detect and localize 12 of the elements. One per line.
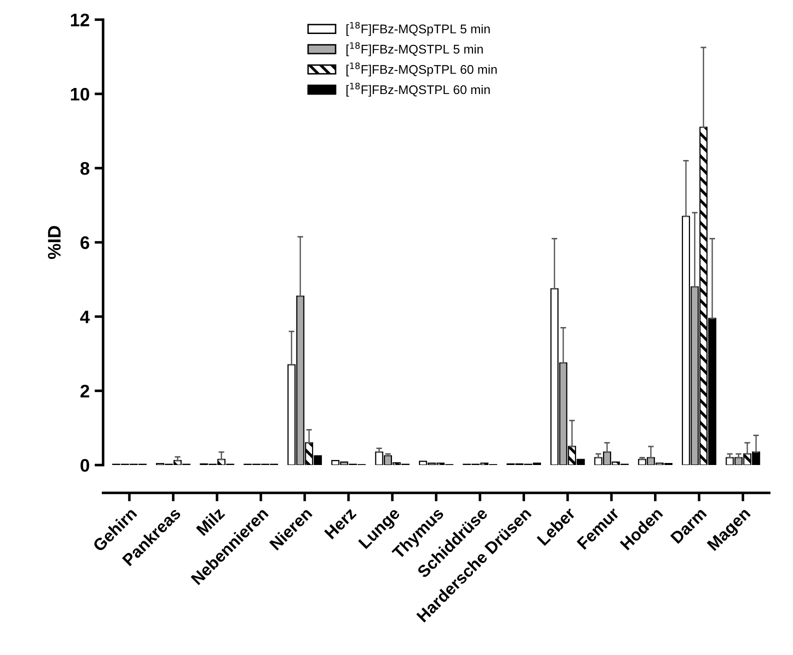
y-tick-label: 12 (70, 14, 90, 26)
legend-label: [$^{18}$F]FBz-MQSpTPL 60 min (346, 62, 497, 76)
y-tick-label: 2 (80, 384, 90, 398)
legend-label: [$^{18}$F]FBz-MQSpTPL 5 min (346, 22, 490, 36)
y-tick-label: 8 (80, 162, 90, 175)
legend-label: [$^{18}$F]FBz-MQSTPL 5 min (346, 42, 483, 56)
y-tick-label: 0 (80, 458, 90, 472)
legend-label: [$^{18}$F]FBz-MQSTPL 60 min (346, 82, 490, 97)
y-tick-label: 10 (70, 88, 90, 101)
y-tick-label: 4 (80, 310, 90, 324)
y-tick-label: 6 (80, 236, 90, 250)
y-axis-title: %ID (48, 226, 61, 259)
